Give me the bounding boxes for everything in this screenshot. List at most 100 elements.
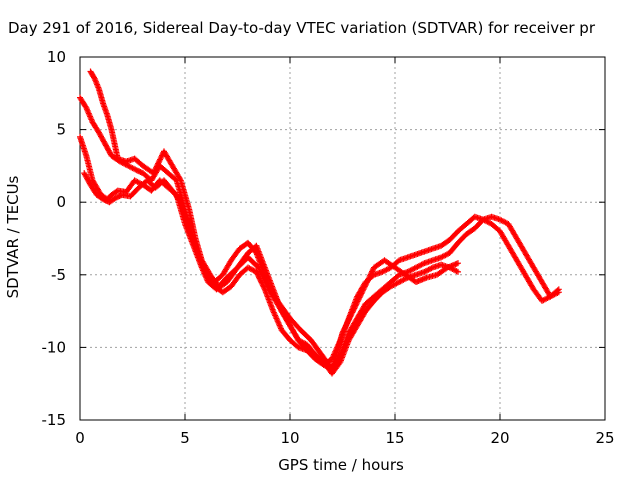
x-tick-label: 5	[180, 429, 190, 447]
x-tick-label: 20	[490, 429, 509, 447]
x-axis-label: GPS time / hours	[278, 456, 404, 474]
series-3	[87, 68, 461, 373]
data-point	[152, 166, 159, 173]
data-point	[347, 313, 354, 320]
plot-border	[79, 56, 606, 421]
data-point	[91, 74, 97, 81]
data-point	[255, 272, 262, 279]
grid	[80, 57, 605, 420]
data-point	[363, 280, 370, 287]
data-point	[258, 279, 265, 286]
data-point	[255, 264, 262, 271]
data-point	[255, 274, 262, 281]
data-point	[153, 163, 160, 170]
data-point	[151, 167, 158, 174]
data-point	[355, 297, 362, 304]
data-point	[176, 197, 183, 204]
y-tick-label: 5	[56, 121, 66, 139]
x-tick-label: 0	[75, 429, 85, 447]
data-points	[77, 68, 562, 377]
data-point	[366, 274, 373, 281]
data-point	[365, 276, 372, 283]
data-point	[351, 305, 358, 312]
data-point	[256, 267, 263, 274]
data-point	[253, 268, 260, 275]
data-point	[368, 269, 375, 276]
y-tick-label: 10	[47, 48, 66, 66]
data-point	[155, 159, 162, 166]
data-point	[359, 289, 366, 296]
data-point	[343, 321, 350, 328]
data-point	[340, 328, 347, 335]
data-point	[151, 168, 158, 175]
data-point	[554, 287, 561, 294]
data-point	[356, 294, 363, 301]
data-point	[158, 153, 165, 160]
data-point	[344, 320, 351, 327]
data-point	[357, 293, 364, 300]
data-point	[259, 280, 266, 287]
data-point	[354, 298, 361, 305]
data-point	[364, 278, 371, 285]
data-point	[355, 295, 362, 302]
data-point	[358, 290, 365, 297]
data-point	[342, 324, 349, 331]
chart-title: Day 291 of 2016, Sidereal Day-to-day VTE…	[8, 19, 595, 37]
series-2	[77, 94, 562, 368]
data-point	[361, 283, 368, 290]
data-point	[260, 283, 267, 290]
data-point	[367, 271, 374, 278]
data-point	[362, 282, 369, 289]
data-point	[340, 327, 347, 334]
data-point	[155, 160, 162, 167]
data-point	[157, 155, 164, 162]
data-point	[346, 314, 353, 321]
data-point	[350, 306, 357, 313]
x-tick-label: 10	[280, 429, 299, 447]
data-point	[177, 176, 184, 183]
data-point	[261, 284, 268, 291]
data-point	[352, 302, 359, 309]
data-point	[154, 161, 161, 168]
data-point	[156, 157, 163, 164]
data-point	[339, 329, 346, 336]
data-point	[349, 309, 356, 316]
data-point	[353, 299, 360, 306]
y-tick-label: 0	[56, 193, 66, 211]
data-point	[257, 276, 264, 283]
data-point	[346, 316, 353, 323]
data-point	[365, 275, 372, 282]
x-tick-label: 25	[595, 429, 614, 447]
data-point	[357, 291, 364, 298]
y-tick-label: -15	[42, 411, 67, 429]
axis-ticks: 0 5 10 15 20 25 -15 -10 -5 0 5 10	[42, 48, 615, 447]
data-point	[363, 279, 370, 286]
data-point	[150, 170, 157, 177]
data-point	[259, 282, 266, 289]
data-point	[353, 301, 360, 308]
y-axis-label: SDTVAR / TECUs	[4, 175, 22, 298]
data-point	[360, 286, 367, 293]
data-point	[555, 286, 562, 293]
data-point	[369, 267, 376, 274]
data-point	[254, 271, 261, 278]
series-4	[81, 170, 461, 377]
data-point	[361, 284, 368, 291]
data-point	[367, 272, 374, 279]
data-point	[348, 310, 355, 317]
plot-frame	[79, 56, 606, 421]
y-tick-label: -10	[42, 338, 67, 356]
data-point	[359, 287, 366, 294]
data-point	[257, 278, 264, 285]
data-point	[350, 308, 356, 315]
data-point	[369, 268, 376, 275]
y-tick-label: -5	[51, 266, 66, 284]
data-point	[455, 268, 461, 275]
data-point	[153, 164, 160, 171]
data-point	[341, 325, 348, 332]
data-point	[455, 260, 461, 267]
data-point	[348, 312, 355, 319]
data-point	[157, 156, 164, 163]
data-point	[254, 270, 261, 277]
